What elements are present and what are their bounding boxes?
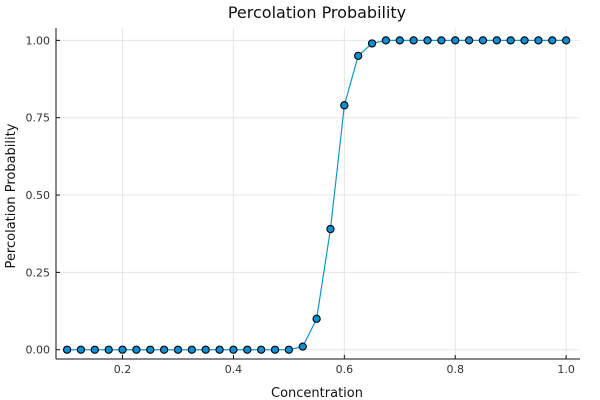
y-axis-label: Percolation Probability xyxy=(4,123,19,268)
x-tick-label: 0.2 xyxy=(114,363,132,376)
x-tick-label: 0.4 xyxy=(225,363,243,376)
y-tick-label: 0.00 xyxy=(26,344,51,357)
data-point xyxy=(534,36,543,45)
ticks: 0.2 0.4 0.6 0.8 1.0 0.00 0.25 0.50 0.75 1.00 xyxy=(26,34,575,376)
data-point xyxy=(409,36,418,45)
data-point xyxy=(395,36,404,45)
y-tick-label: 0.50 xyxy=(26,189,51,202)
data-point xyxy=(243,345,252,354)
data-point xyxy=(548,36,557,45)
x-tick-label: 0.8 xyxy=(446,363,464,376)
data-point xyxy=(478,36,488,45)
data-point xyxy=(381,36,391,45)
data-point xyxy=(201,345,210,354)
data-point xyxy=(561,36,571,45)
data-point xyxy=(257,345,266,354)
x-tick-label: 0.6 xyxy=(336,363,354,376)
series xyxy=(62,36,571,354)
data-point xyxy=(298,342,307,351)
data-point xyxy=(354,51,363,60)
data-point xyxy=(173,345,183,354)
data-point xyxy=(367,39,377,48)
data-point xyxy=(284,345,294,354)
data-point xyxy=(159,345,169,354)
data-point xyxy=(451,36,460,45)
axes xyxy=(55,28,580,360)
y-tick-label: 0.75 xyxy=(26,112,51,125)
data-point xyxy=(62,345,72,354)
data-point xyxy=(118,345,127,354)
data-point xyxy=(520,36,529,45)
data-point xyxy=(464,36,474,45)
chart-title: Percolation Probability xyxy=(228,3,406,22)
data-point xyxy=(326,224,335,234)
data-point xyxy=(215,345,224,354)
data-point xyxy=(437,36,446,45)
data-point xyxy=(312,314,321,323)
data-point xyxy=(132,345,141,354)
data-point xyxy=(146,345,155,354)
data-point xyxy=(76,345,86,354)
data-point xyxy=(90,345,99,354)
data-point xyxy=(423,36,432,45)
data-point xyxy=(270,345,280,354)
data-point xyxy=(492,36,501,45)
y-tick-label: 1.00 xyxy=(26,34,51,47)
y-tick-label: 0.25 xyxy=(26,266,51,279)
data-point xyxy=(506,36,515,45)
x-tick-label: 1.0 xyxy=(557,363,575,376)
data-point xyxy=(229,345,238,354)
data-point xyxy=(104,345,113,354)
data-point xyxy=(187,345,197,354)
data-point xyxy=(340,101,349,110)
x-axis-label: Concentration xyxy=(271,386,363,400)
